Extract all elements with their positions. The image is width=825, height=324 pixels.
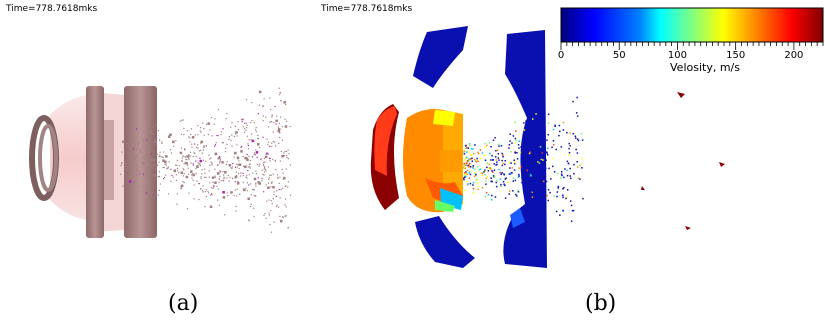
time-label-a: Time=778.7618mks (6, 4, 98, 14)
simulation-image-a (29, 86, 292, 238)
colorbar-tick-label: 100 (667, 50, 687, 61)
green-shard (435, 200, 455, 212)
far-fragment-4 (641, 186, 645, 190)
blue-column-right (503, 30, 547, 268)
colorbar-tick-label: 200 (784, 50, 804, 61)
yellow-shard (433, 110, 455, 126)
disk-2 (124, 86, 157, 238)
time-label-b: Time=778.7618mks (321, 4, 413, 14)
colorbar-tick-label: 150 (726, 50, 746, 61)
colorbar-tick-label: 0 (557, 50, 565, 61)
blue-fragment-upper-left (413, 26, 468, 88)
far-fragment-1 (677, 92, 685, 98)
debris-cloud-b (463, 96, 584, 223)
colorbar-tick-label: 50 (612, 50, 626, 61)
middle-block (104, 120, 114, 200)
red-arc-highlight (374, 106, 397, 176)
simulation-image-b (370, 7, 824, 268)
blue-fragment-lower-left (415, 216, 475, 268)
debris-cloud-a (120, 87, 292, 233)
panel-b: Time=778.7618mks (315, 0, 825, 316)
caption-b: (b) (585, 291, 617, 316)
far-fragment-3 (685, 226, 691, 230)
orange-block (440, 150, 462, 172)
blue-highlight (510, 208, 525, 228)
disk-1 (86, 86, 104, 238)
far-fragment-2 (719, 162, 725, 167)
ring-inner (38, 124, 58, 192)
panel-a: Time=778.7618mks (a) (0, 0, 310, 316)
colorbar-ticks (560, 42, 824, 50)
colorbar (560, 7, 824, 43)
colorbar-label: Velosity, m/s (670, 61, 740, 74)
caption-a: (a) (168, 291, 199, 316)
pink-shell (50, 95, 92, 220)
